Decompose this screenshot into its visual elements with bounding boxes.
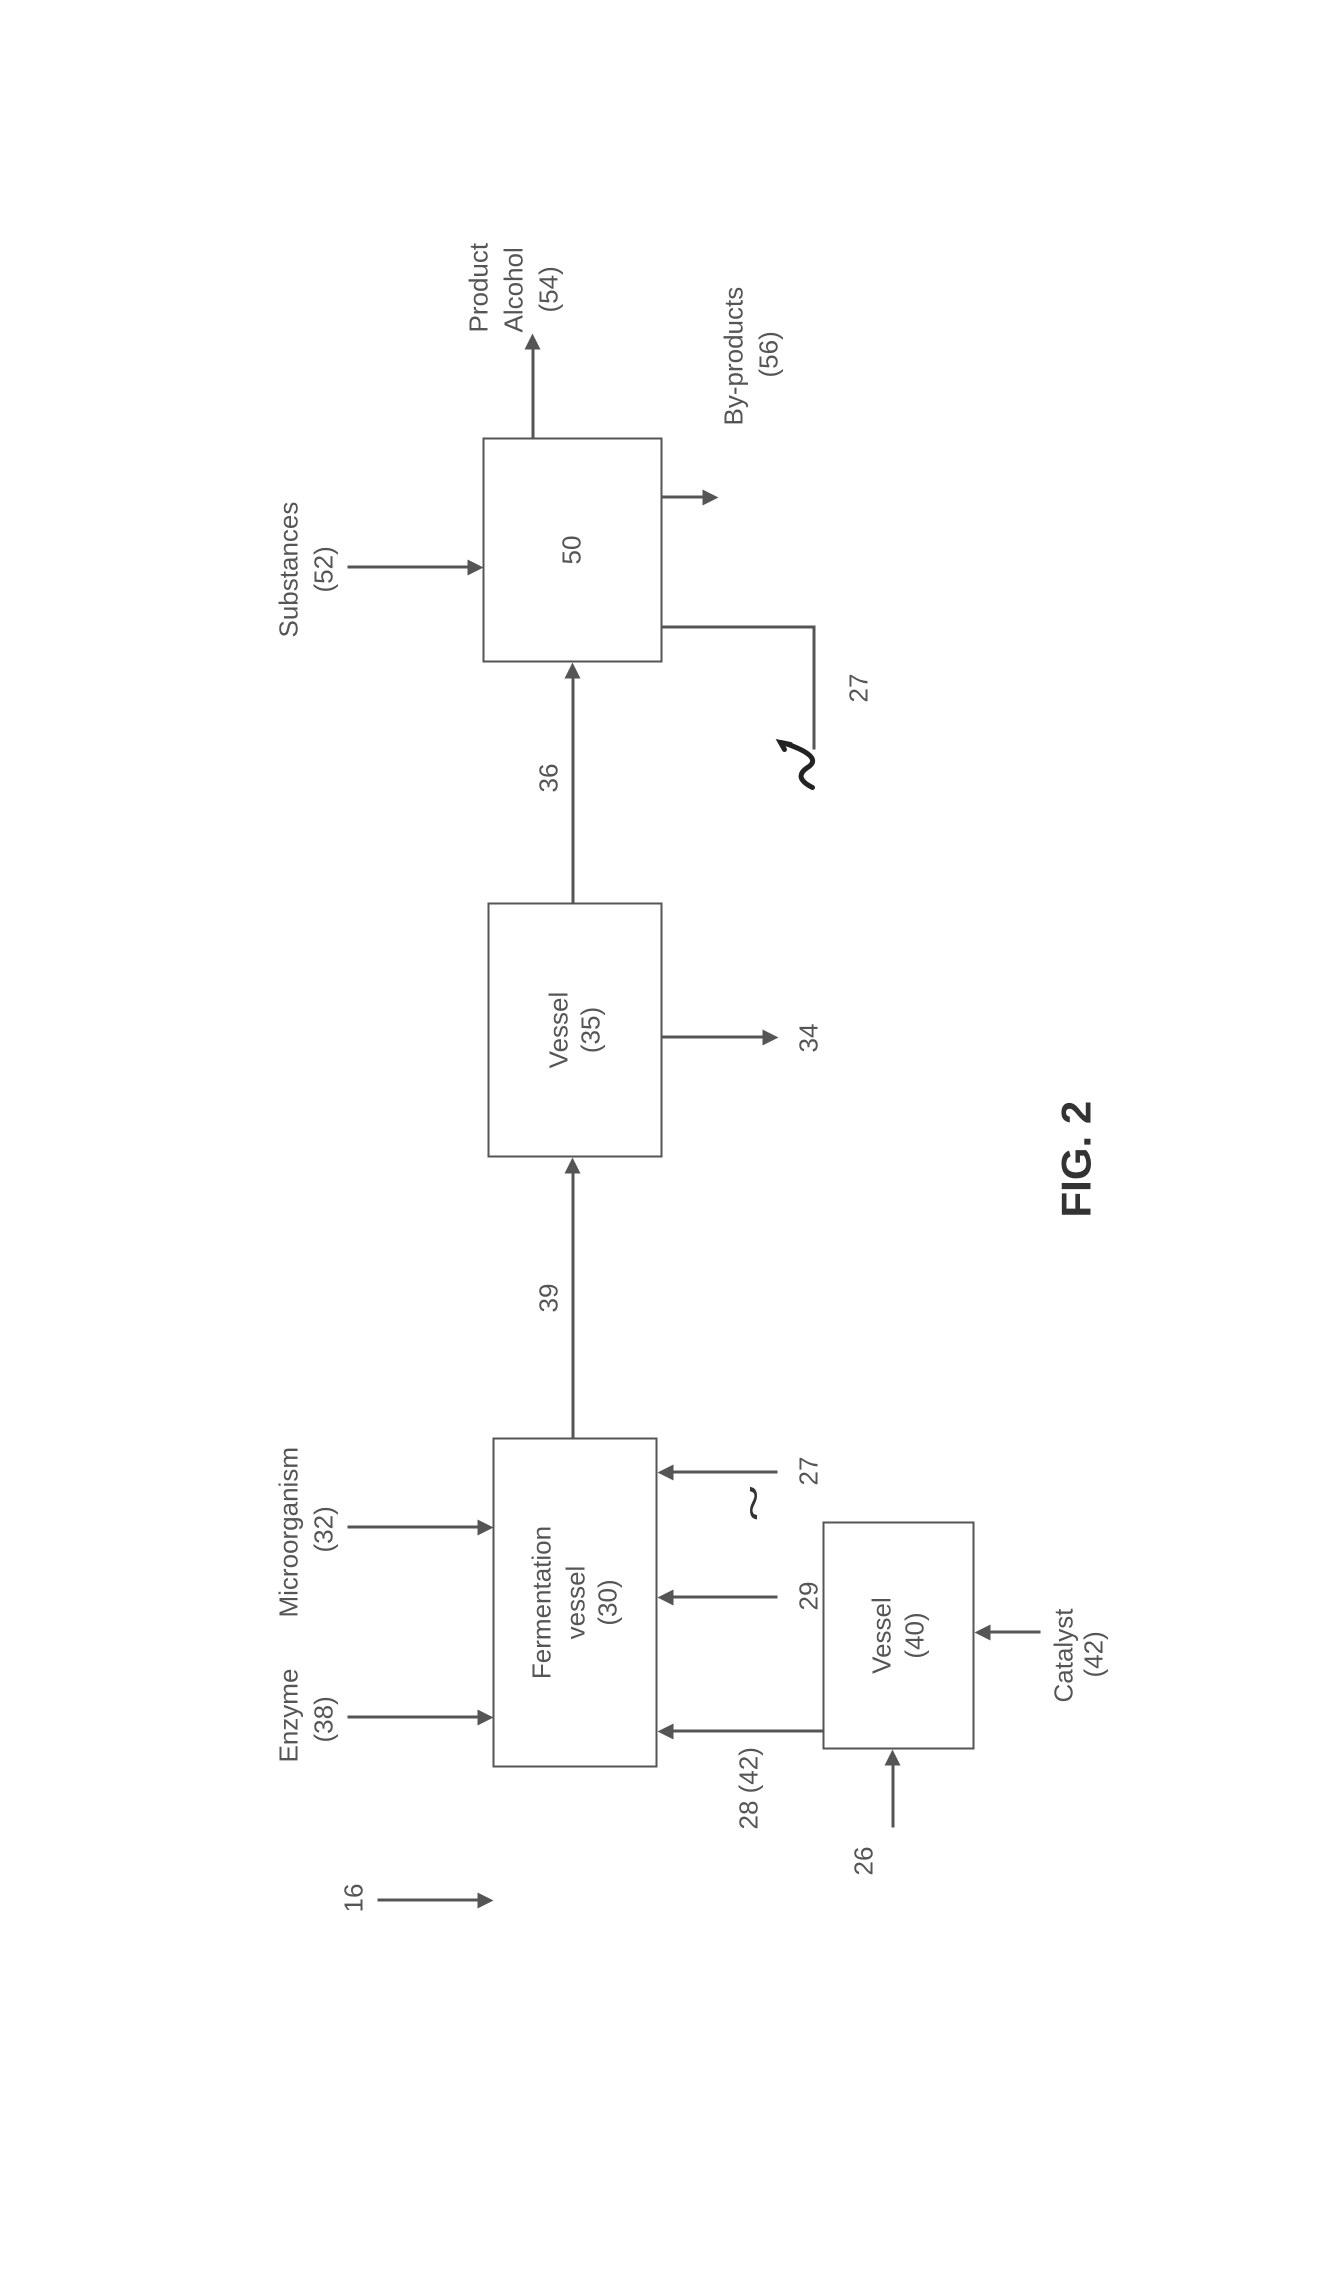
- label-byproducts-num: (56): [752, 331, 786, 377]
- arrow-catalyst-head: [974, 1625, 990, 1641]
- vessel-35-box: Vessel (35): [487, 903, 662, 1158]
- label-enzyme-num: (38): [307, 1696, 341, 1742]
- curly-27-icon: [772, 738, 827, 798]
- vessel40-num: (40): [899, 1612, 930, 1658]
- arrow-56: [662, 496, 707, 499]
- label-microorganism-num: (32): [307, 1506, 341, 1552]
- label-microorganism: Microorganism: [272, 1447, 306, 1618]
- label-enzyme: Enzyme: [272, 1669, 306, 1763]
- arrow-54: [531, 348, 534, 438]
- vessel40-label: Vessel: [866, 1597, 900, 1674]
- box50-label: 50: [555, 536, 589, 565]
- fermentation-vessel-box: Fermentation vessel (30): [492, 1438, 657, 1768]
- arrow-27-in: [672, 1471, 777, 1474]
- fermentation-label: Fermentation: [525, 1526, 559, 1679]
- arrow-40-30-head: [657, 1724, 673, 1740]
- arrow-32-head: [477, 1520, 493, 1536]
- arrow-54-head: [524, 334, 540, 350]
- label-catalyst-num: (42): [1077, 1631, 1111, 1677]
- label-27-out: 27: [842, 674, 876, 703]
- arrow-39: [571, 1173, 574, 1438]
- arrow-36-head: [564, 663, 580, 679]
- label-26: 26: [847, 1847, 881, 1876]
- label-16: 16: [337, 1884, 371, 1913]
- label-29: 29: [792, 1582, 826, 1611]
- label-catalyst: Catalyst: [1047, 1609, 1081, 1703]
- label-alcohol: Alcohol: [497, 247, 531, 332]
- arrow-38-head: [477, 1710, 493, 1726]
- vessel35-label: Vessel: [542, 992, 576, 1069]
- arrow-52-head: [467, 560, 483, 576]
- box-50: 50: [482, 438, 662, 663]
- label-28-42: 28 (42): [732, 1747, 766, 1829]
- arrow-40-30-v: [672, 1730, 822, 1733]
- arrow-52: [347, 566, 472, 569]
- label-product-num: (54): [532, 266, 566, 312]
- arrow-38: [347, 1716, 482, 1719]
- arrow-39-head: [564, 1158, 580, 1174]
- process-flowchart: Fermentation vessel (30) Vessel (35) Ves…: [112, 138, 1212, 2138]
- arrow-56-head: [702, 490, 718, 506]
- label-34: 34: [792, 1024, 826, 1053]
- arrow-26-head: [884, 1750, 900, 1766]
- label-byproducts: By-products: [717, 287, 751, 426]
- tilde-27-in: ~: [732, 1486, 774, 1520]
- label-36: 36: [532, 764, 566, 793]
- arrow-27-recycle-h: [812, 626, 815, 750]
- label-product: Product: [462, 243, 496, 333]
- fermentation-label2: vessel: [559, 1566, 593, 1640]
- arrow-34-head: [762, 1030, 778, 1046]
- arrow-29: [672, 1596, 777, 1599]
- arrow-27-in-head: [657, 1465, 673, 1481]
- label-substances-num: (52): [307, 546, 341, 592]
- arrow-34: [662, 1036, 767, 1039]
- arrow-catalyst: [987, 1631, 1040, 1634]
- label-39: 39: [532, 1284, 566, 1313]
- arrow-16: [377, 1899, 482, 1902]
- vessel-40-box: Vessel (40): [822, 1522, 974, 1750]
- arrow-27-recycle-v: [662, 626, 815, 629]
- fermentation-num: (30): [593, 1579, 624, 1625]
- arrow-32: [347, 1526, 482, 1529]
- arrow-29-head: [657, 1590, 673, 1606]
- label-27-in: 27: [792, 1457, 826, 1486]
- figure-caption: FIG. 2: [1052, 1101, 1100, 1218]
- arrow-26: [891, 1763, 894, 1828]
- arrow-16-head: [477, 1893, 493, 1909]
- vessel35-num: (35): [576, 1007, 607, 1053]
- arrow-36: [571, 678, 574, 903]
- label-substances: Substances: [272, 502, 306, 638]
